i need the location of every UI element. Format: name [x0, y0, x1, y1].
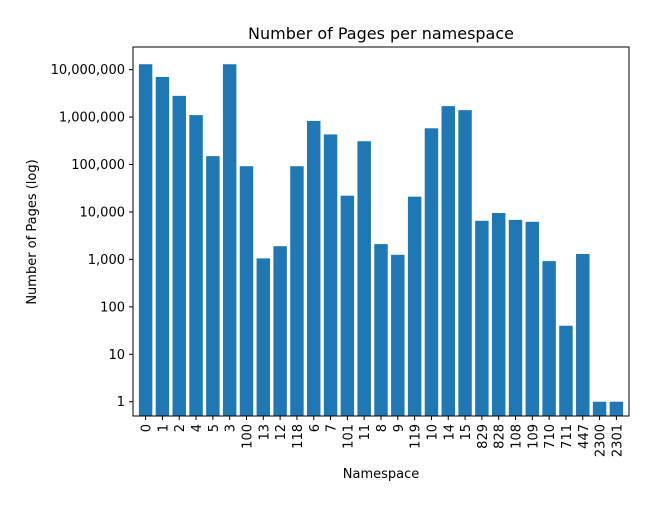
bar-2	[172, 95, 186, 417]
x-tick-label: 15	[459, 424, 474, 441]
bar-11	[357, 141, 371, 416]
bar-2300	[592, 401, 607, 416]
y-tick-label: 100,000	[71, 158, 125, 173]
bar-12	[273, 246, 287, 416]
x-tick-label: 711	[560, 424, 575, 449]
x-tick-label: 829	[476, 424, 491, 449]
y-tick-label: 10,000,000	[51, 63, 125, 78]
plot-area-frame	[132, 46, 630, 417]
x-tick-label: 100	[240, 424, 255, 449]
x-tick-label: 2	[173, 424, 188, 432]
bar-828	[491, 213, 506, 416]
x-tick-label: 108	[510, 424, 525, 449]
bar-447	[576, 253, 590, 416]
bar-109	[525, 221, 540, 416]
bar-119	[407, 196, 422, 416]
bar-10	[424, 128, 439, 417]
x-tick-label: 2300	[594, 424, 609, 457]
x-tick-label: 0	[140, 424, 155, 432]
x-tick-label: 13	[257, 424, 272, 441]
bar-108	[508, 219, 523, 416]
bar-2301	[609, 401, 624, 416]
x-tick-label: 119	[409, 424, 424, 449]
x-tick-label: 12	[274, 424, 289, 441]
x-tick-label: 7	[325, 424, 340, 432]
y-tick-label: 1,000,000	[59, 111, 125, 126]
bar-100	[239, 166, 254, 416]
bar-829	[475, 220, 489, 416]
bar-4	[189, 115, 203, 417]
bar-118	[290, 166, 304, 416]
bar-3	[222, 64, 237, 416]
x-tick-label: 9	[392, 424, 407, 432]
x-tick-label: 828	[493, 424, 508, 449]
x-tick-label: 4	[190, 424, 205, 432]
x-tick-label: 2301	[610, 424, 625, 457]
bar-1	[155, 76, 170, 416]
y-tick-label: 1	[117, 395, 125, 410]
x-tick-label: 447	[577, 424, 592, 449]
x-tick-label: 109	[526, 424, 541, 449]
y-tick-label: 10	[108, 348, 125, 363]
y-tick-label: 100	[100, 300, 125, 315]
x-tick-label: 3	[224, 424, 239, 432]
x-tick-label: 6	[308, 424, 323, 432]
bars-group	[138, 64, 624, 417]
bar-14	[441, 106, 455, 416]
chart-title: Number of Pages per namespace	[248, 24, 514, 43]
bar-6	[307, 120, 321, 416]
x-tick-label: 5	[207, 424, 222, 432]
y-axis-ticks: 1 10 100 1,000 10,000 100,000 1,000,000 10,000,…	[51, 63, 133, 410]
bar-5	[206, 156, 220, 416]
bar-710	[542, 261, 556, 416]
bar-7	[323, 134, 338, 416]
x-tick-label: 14	[442, 424, 457, 441]
y-axis-label: Number of Pages (log)	[25, 159, 40, 304]
x-tick-label: 118	[291, 424, 306, 449]
bar-8	[374, 244, 388, 416]
bar-0	[138, 64, 153, 416]
bar-711	[559, 325, 573, 416]
x-axis-label: Namespace	[343, 467, 420, 482]
x-tick-label: 1	[156, 424, 171, 432]
x-tick-label: 11	[358, 424, 373, 441]
y-tick-label: 10,000	[80, 205, 126, 220]
bar-101	[340, 195, 355, 416]
bar-9	[391, 254, 405, 416]
x-tick-label: 8	[375, 424, 390, 432]
x-tick-label: 101	[341, 424, 356, 449]
bar-15	[458, 110, 472, 416]
y-tick-label: 1,000	[88, 253, 125, 268]
x-tick-label: 10	[425, 424, 440, 441]
bar-13	[256, 258, 271, 416]
x-tick-label: 710	[543, 424, 558, 449]
x-axis-ticks: 0 1 2 4 5 3 100 13 12 118 6 7 101 11 8 9 119 10 14 15 829 828…	[140, 416, 625, 457]
